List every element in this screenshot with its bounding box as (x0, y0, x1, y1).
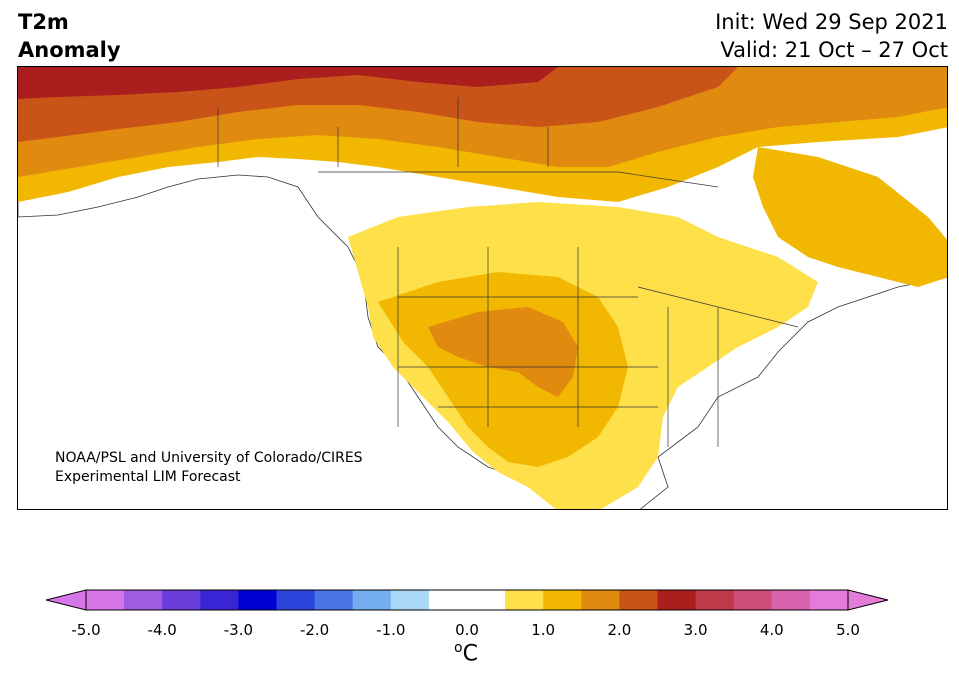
colorbar-unit-label: oC (454, 640, 478, 666)
colorbar-segment (352, 590, 392, 610)
colorbar (46, 589, 889, 611)
anomaly-arctic-3c (18, 67, 558, 99)
colorbar-segment (86, 590, 125, 610)
colorbar-segment (428, 590, 468, 610)
colorbar-segment (619, 590, 658, 610)
colorbar-over-arrow (847, 589, 889, 611)
colorbar-tick-label: 5.0 (836, 621, 860, 639)
colorbar-segment (467, 590, 506, 610)
colorbar-tick-label: -3.0 (223, 621, 254, 639)
unit-symbol: o (454, 640, 463, 656)
colorbar-segment (390, 590, 430, 610)
colorbar-tick-label: -5.0 (71, 621, 101, 639)
colorbar-segments (86, 590, 849, 610)
colorbar-segment (809, 590, 849, 610)
colorbar-segment (238, 590, 277, 610)
init-date-label: Init: Wed 29 Sep 2021 (715, 10, 948, 34)
colorbar-tick-label: -4.0 (147, 621, 177, 639)
colorbar-segment (695, 590, 735, 610)
colorbar-segment (276, 590, 316, 610)
credit-line-2: Experimental LIM Forecast (55, 469, 241, 485)
title-line-1: T2m (18, 10, 69, 34)
credit-text: NOAA/PSL and University of Colorado/CIRE… (55, 449, 363, 487)
anomaly-east-canada-region (753, 147, 947, 287)
colorbar-segment (505, 590, 544, 610)
colorbar-segment (581, 590, 620, 610)
map-title: T2m Anomaly (18, 8, 121, 64)
colorbar-segment (657, 590, 697, 610)
map-panel (17, 66, 948, 510)
anomaly-west-us-2c (428, 307, 578, 397)
colorbar-segment (200, 590, 239, 610)
anomaly-map (18, 67, 947, 509)
colorbar-tick-label: -2.0 (299, 621, 330, 639)
colorbar-tick-label: 3.0 (683, 621, 708, 639)
credit-line-1: NOAA/PSL and University of Colorado/CIRE… (55, 450, 363, 466)
colorbar-under-arrow (46, 589, 87, 611)
unit-letter: C (462, 641, 478, 667)
political-borders (217, 97, 799, 447)
colorbar-tick-label: 1.0 (531, 621, 556, 639)
colorbar-tick-label: -1.0 (376, 621, 406, 639)
colorbar-segment (124, 590, 163, 610)
colorbar-segment (162, 590, 201, 610)
colorbar-segment (543, 590, 582, 610)
title-line-2: Anomaly (18, 38, 121, 62)
date-info: Init: Wed 29 Sep 2021 Valid: 21 Oct – 27… (715, 8, 948, 64)
colorbar-tick-label: 4.0 (759, 621, 784, 639)
valid-date-label: Valid: 21 Oct – 27 Oct (720, 38, 948, 62)
colorbar-segment (314, 590, 354, 610)
colorbar-tick-label: 2.0 (607, 621, 632, 639)
colorbar-tick-label: 0.0 (455, 621, 479, 639)
colorbar-frame (85, 589, 849, 611)
colorbar-segment (771, 590, 811, 610)
colorbar-segment (733, 590, 773, 610)
